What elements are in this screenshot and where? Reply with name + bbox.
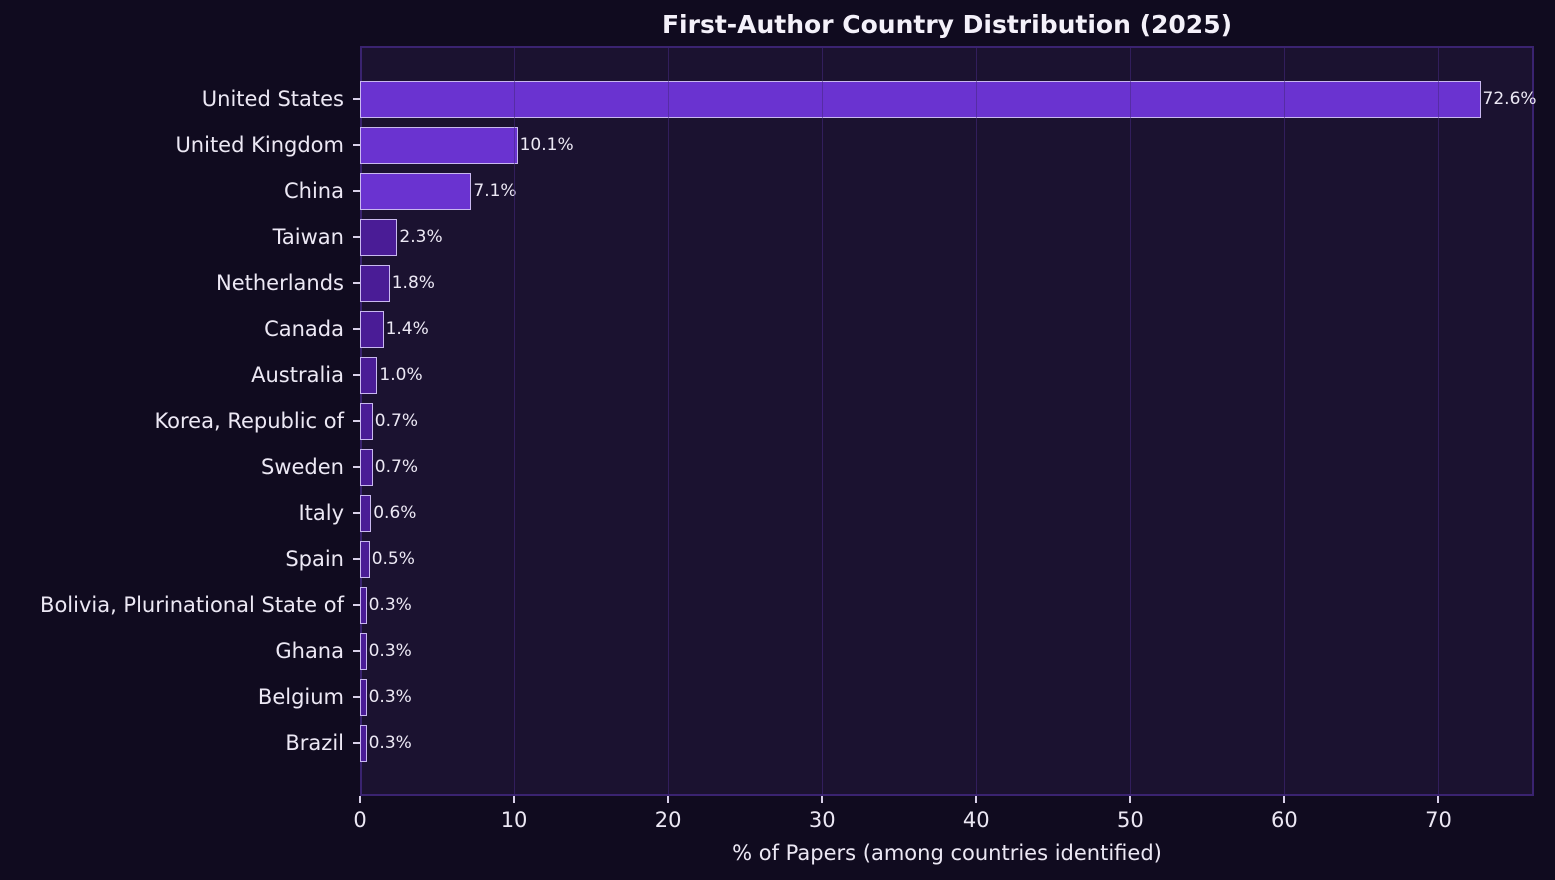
y-tick bbox=[353, 696, 360, 698]
value-label: 0.3% bbox=[368, 687, 412, 707]
value-label: 72.6% bbox=[1482, 89, 1537, 109]
x-tick-label: 10 bbox=[500, 808, 528, 832]
y-tick bbox=[353, 190, 360, 192]
gridline bbox=[1130, 48, 1132, 794]
x-tick bbox=[1129, 796, 1132, 803]
x-tick-label: 60 bbox=[1271, 808, 1298, 832]
x-tick-label: 50 bbox=[1116, 808, 1144, 832]
y-tick-label: Canada bbox=[264, 317, 344, 341]
bar-united-kingdom bbox=[360, 126, 518, 164]
gridline bbox=[514, 48, 516, 794]
y-tick bbox=[353, 558, 360, 560]
y-tick bbox=[353, 512, 360, 514]
chart-title: First-Author Country Distribution (2025) bbox=[661, 10, 1233, 39]
value-label: 0.3% bbox=[368, 641, 412, 661]
x-tick-label: 0 bbox=[353, 808, 367, 832]
y-tick-label: Ghana bbox=[275, 639, 344, 663]
y-tick bbox=[353, 650, 360, 652]
bar-china bbox=[360, 172, 472, 210]
y-tick bbox=[353, 742, 360, 744]
value-label: 7.1% bbox=[473, 181, 517, 201]
bar-belgium bbox=[360, 678, 367, 716]
gridline bbox=[976, 48, 978, 794]
y-tick-label: Australia bbox=[251, 363, 344, 387]
bar-italy bbox=[360, 494, 372, 532]
y-tick-label: China bbox=[284, 179, 344, 203]
bar-taiwan bbox=[360, 218, 398, 256]
y-tick bbox=[353, 466, 360, 468]
y-tick bbox=[353, 144, 360, 146]
value-label: 0.7% bbox=[374, 457, 418, 477]
gridline bbox=[1284, 48, 1286, 794]
value-label: 0.3% bbox=[368, 595, 412, 615]
x-axis-title: % of Papers (among countries identified) bbox=[732, 841, 1162, 865]
bar-netherlands bbox=[360, 264, 390, 302]
x-tick-label: 30 bbox=[808, 808, 836, 832]
x-tick bbox=[975, 796, 978, 803]
x-tick bbox=[821, 796, 824, 803]
y-tick-label: Belgium bbox=[257, 685, 344, 709]
gridline bbox=[822, 48, 824, 794]
bar-sweden bbox=[360, 448, 373, 486]
y-tick bbox=[353, 374, 360, 376]
y-tick-label: Spain bbox=[285, 547, 344, 571]
bar-australia bbox=[360, 356, 378, 394]
gridline bbox=[1438, 48, 1440, 794]
gridline bbox=[668, 48, 670, 794]
y-tick-label: United States bbox=[201, 87, 344, 111]
y-tick bbox=[353, 328, 360, 330]
y-tick-label: Brazil bbox=[285, 731, 344, 755]
x-tick bbox=[359, 796, 361, 803]
value-label: 1.0% bbox=[379, 365, 423, 385]
y-tick-label: Korea, Republic of bbox=[154, 409, 344, 433]
value-label: 1.4% bbox=[385, 319, 429, 339]
y-tick-label: Netherlands bbox=[215, 271, 344, 295]
y-tick bbox=[353, 420, 360, 422]
y-tick bbox=[353, 98, 360, 100]
y-tick-label: Sweden bbox=[261, 455, 344, 479]
bar-brazil bbox=[360, 724, 367, 762]
x-tick-label: 20 bbox=[654, 808, 682, 832]
y-tick-label: Taiwan bbox=[272, 225, 344, 249]
bar-canada bbox=[360, 310, 384, 348]
x-tick-label: 70 bbox=[1425, 808, 1452, 832]
y-tick bbox=[353, 604, 360, 606]
value-label: 0.3% bbox=[368, 733, 412, 753]
value-label: 2.3% bbox=[399, 227, 443, 247]
y-tick bbox=[353, 236, 360, 238]
y-tick-label: Italy bbox=[298, 501, 344, 525]
bar-korea-republic-of bbox=[360, 402, 373, 440]
x-tick bbox=[1283, 796, 1286, 803]
x-tick bbox=[1437, 796, 1440, 803]
x-tick-label: 40 bbox=[962, 808, 990, 832]
bar-united-states bbox=[360, 80, 1481, 118]
bar-spain bbox=[360, 540, 370, 578]
bar-ghana bbox=[360, 632, 367, 670]
value-label: 0.6% bbox=[373, 503, 417, 523]
y-tick bbox=[353, 282, 360, 284]
value-label: 0.5% bbox=[371, 549, 415, 569]
y-tick-label: United Kingdom bbox=[175, 133, 344, 157]
y-tick-label: Bolivia, Plurinational State of bbox=[40, 593, 344, 617]
value-label: 0.7% bbox=[374, 411, 418, 431]
value-label: 1.8% bbox=[391, 273, 435, 293]
x-tick bbox=[667, 796, 670, 803]
bar-bolivia-plurinational-state-of bbox=[360, 586, 367, 624]
value-label: 10.1% bbox=[519, 135, 574, 155]
x-tick bbox=[513, 796, 516, 803]
plot-area: 72.6% 10.1% 7.1% 2.3% 1.8% 1.4% 1.0% 0.7% 0.7% 0.… bbox=[360, 46, 1537, 796]
